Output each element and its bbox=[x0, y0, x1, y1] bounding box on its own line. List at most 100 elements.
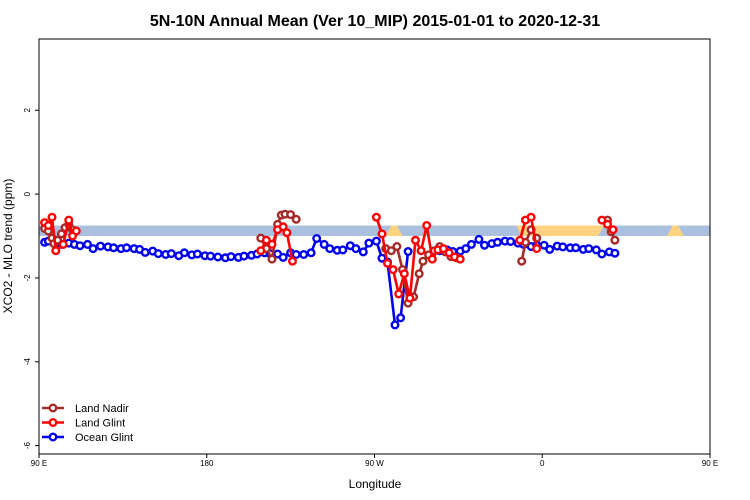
land-glint-point bbox=[422, 220, 432, 230]
x-axis: 90 E 180 90 W 0 90 E bbox=[31, 454, 718, 468]
ocean-glint-point bbox=[278, 252, 288, 262]
land-nadir-point bbox=[517, 256, 527, 266]
land-glint-point bbox=[267, 239, 277, 249]
series-layer bbox=[40, 209, 620, 330]
ocean-glint-point bbox=[75, 241, 85, 251]
land-glint-point bbox=[261, 235, 271, 245]
land-nadir-point bbox=[414, 269, 424, 279]
legend-label-ocean-glint: Ocean Glint bbox=[75, 432, 133, 444]
legend: Land Nadir Land Glint Ocean Glint bbox=[42, 403, 133, 444]
land-glint-point bbox=[399, 269, 409, 279]
land-nadir-point bbox=[286, 210, 296, 220]
ocean-glint-point bbox=[558, 242, 568, 252]
ocean-glint-point bbox=[82, 239, 92, 249]
land-glint-point bbox=[58, 239, 68, 249]
ocean-glint-point bbox=[474, 234, 484, 244]
x-tick-label: 90 W bbox=[365, 459, 384, 468]
land-glint-point bbox=[278, 222, 288, 232]
ocean-glint-point bbox=[109, 243, 119, 253]
land-nadir-point bbox=[392, 241, 402, 251]
legend-label-land-nadir: Land Nadir bbox=[75, 403, 129, 415]
land-glint-point bbox=[608, 225, 618, 235]
ocean-glint-point bbox=[179, 248, 189, 258]
land-glint-point bbox=[405, 293, 415, 303]
y-axis-label: XCO2 - MLO trend (ppm) bbox=[1, 179, 15, 314]
ocean-glint-point bbox=[122, 243, 132, 253]
ocean-glint-point bbox=[88, 244, 98, 254]
ocean-glint-point bbox=[466, 239, 476, 249]
land-glint-point bbox=[47, 212, 57, 222]
ocean-glint-point bbox=[545, 244, 555, 254]
x-tick-label: 90 E bbox=[31, 459, 47, 468]
land-glint-point bbox=[515, 235, 525, 245]
series-land-glint bbox=[40, 212, 618, 303]
ocean-glint-point bbox=[610, 248, 620, 258]
ocean-glint-point bbox=[403, 246, 413, 256]
land-glint-point bbox=[282, 228, 292, 238]
ocean-glint-point bbox=[291, 249, 301, 259]
x-tick-label: 0 bbox=[540, 459, 545, 468]
highlight-region-1 bbox=[385, 225, 403, 236]
ocean-glint-point bbox=[597, 249, 607, 259]
land-glint-point bbox=[394, 289, 404, 299]
ocean-glint-point bbox=[312, 233, 322, 243]
ocean-glint-point bbox=[213, 252, 223, 262]
ocean-glint-point bbox=[396, 313, 406, 323]
highlight-region-2 bbox=[516, 225, 602, 236]
ocean-glint-point bbox=[166, 249, 176, 259]
chart-title: 5N-10N Annual Mean (Ver 10_MIP) 2015-01-… bbox=[150, 13, 600, 30]
land-glint-point bbox=[256, 246, 266, 256]
land-glint-point bbox=[439, 244, 449, 254]
ocean-glint-point bbox=[591, 245, 601, 255]
ocean-glint-point bbox=[493, 237, 503, 247]
legend-marker-land-glint bbox=[48, 418, 58, 428]
ocean-glint-point bbox=[95, 241, 105, 251]
reference-band bbox=[39, 225, 710, 237]
ocean-glint-point bbox=[319, 239, 329, 249]
land-glint-point bbox=[51, 246, 61, 256]
ocean-glint-point bbox=[390, 320, 400, 330]
y-tick-label: 2 bbox=[23, 107, 32, 112]
x-tick-label: 180 bbox=[200, 459, 214, 468]
ocean-glint-point bbox=[192, 249, 202, 259]
land-glint-point bbox=[288, 256, 298, 266]
legend-marker-ocean-glint bbox=[48, 432, 58, 442]
ocean-glint-point bbox=[539, 240, 549, 250]
ocean-glint-point bbox=[358, 247, 368, 257]
x-axis-label: Longitude bbox=[349, 477, 402, 491]
land-glint-point bbox=[43, 220, 53, 230]
x-tick-label: 90 E bbox=[702, 459, 718, 468]
ocean-glint-point bbox=[299, 249, 309, 259]
land-glint-point bbox=[526, 212, 536, 222]
land-glint-point bbox=[455, 254, 465, 264]
land-nadir-point bbox=[267, 254, 277, 264]
y-axis: -6 -4 -2 0 2 bbox=[23, 107, 39, 449]
ocean-glint-point bbox=[351, 244, 361, 254]
y-tick-label: 0 bbox=[23, 191, 32, 196]
ocean-glint-point bbox=[364, 238, 374, 248]
ocean-glint-point bbox=[584, 244, 594, 254]
land-nadir-point bbox=[418, 256, 428, 266]
land-glint-point bbox=[388, 265, 398, 275]
ocean-glint-point bbox=[506, 236, 516, 246]
y-tick-label: -2 bbox=[23, 274, 32, 282]
ocean-glint-point bbox=[571, 243, 581, 253]
series-ocean-glint bbox=[40, 233, 620, 330]
highlight-region-3 bbox=[581, 225, 604, 236]
legend-label-land-glint: Land Glint bbox=[75, 418, 125, 430]
y-tick-label: -6 bbox=[23, 442, 32, 450]
y-tick-label: -4 bbox=[23, 358, 32, 366]
ocean-glint-point bbox=[338, 245, 348, 255]
legend-marker-land-nadir bbox=[48, 403, 58, 413]
land-glint-point bbox=[603, 219, 613, 229]
ocean-glint-point bbox=[140, 247, 150, 257]
land-glint-point bbox=[416, 246, 426, 256]
ocean-glint-point bbox=[461, 244, 471, 254]
ocean-glint-point bbox=[306, 248, 316, 258]
land-glint-point bbox=[411, 235, 421, 245]
land-glint-point bbox=[64, 215, 74, 225]
land-glint-point bbox=[597, 215, 607, 225]
land-glint-point bbox=[532, 244, 542, 254]
ocean-glint-point bbox=[480, 240, 490, 250]
